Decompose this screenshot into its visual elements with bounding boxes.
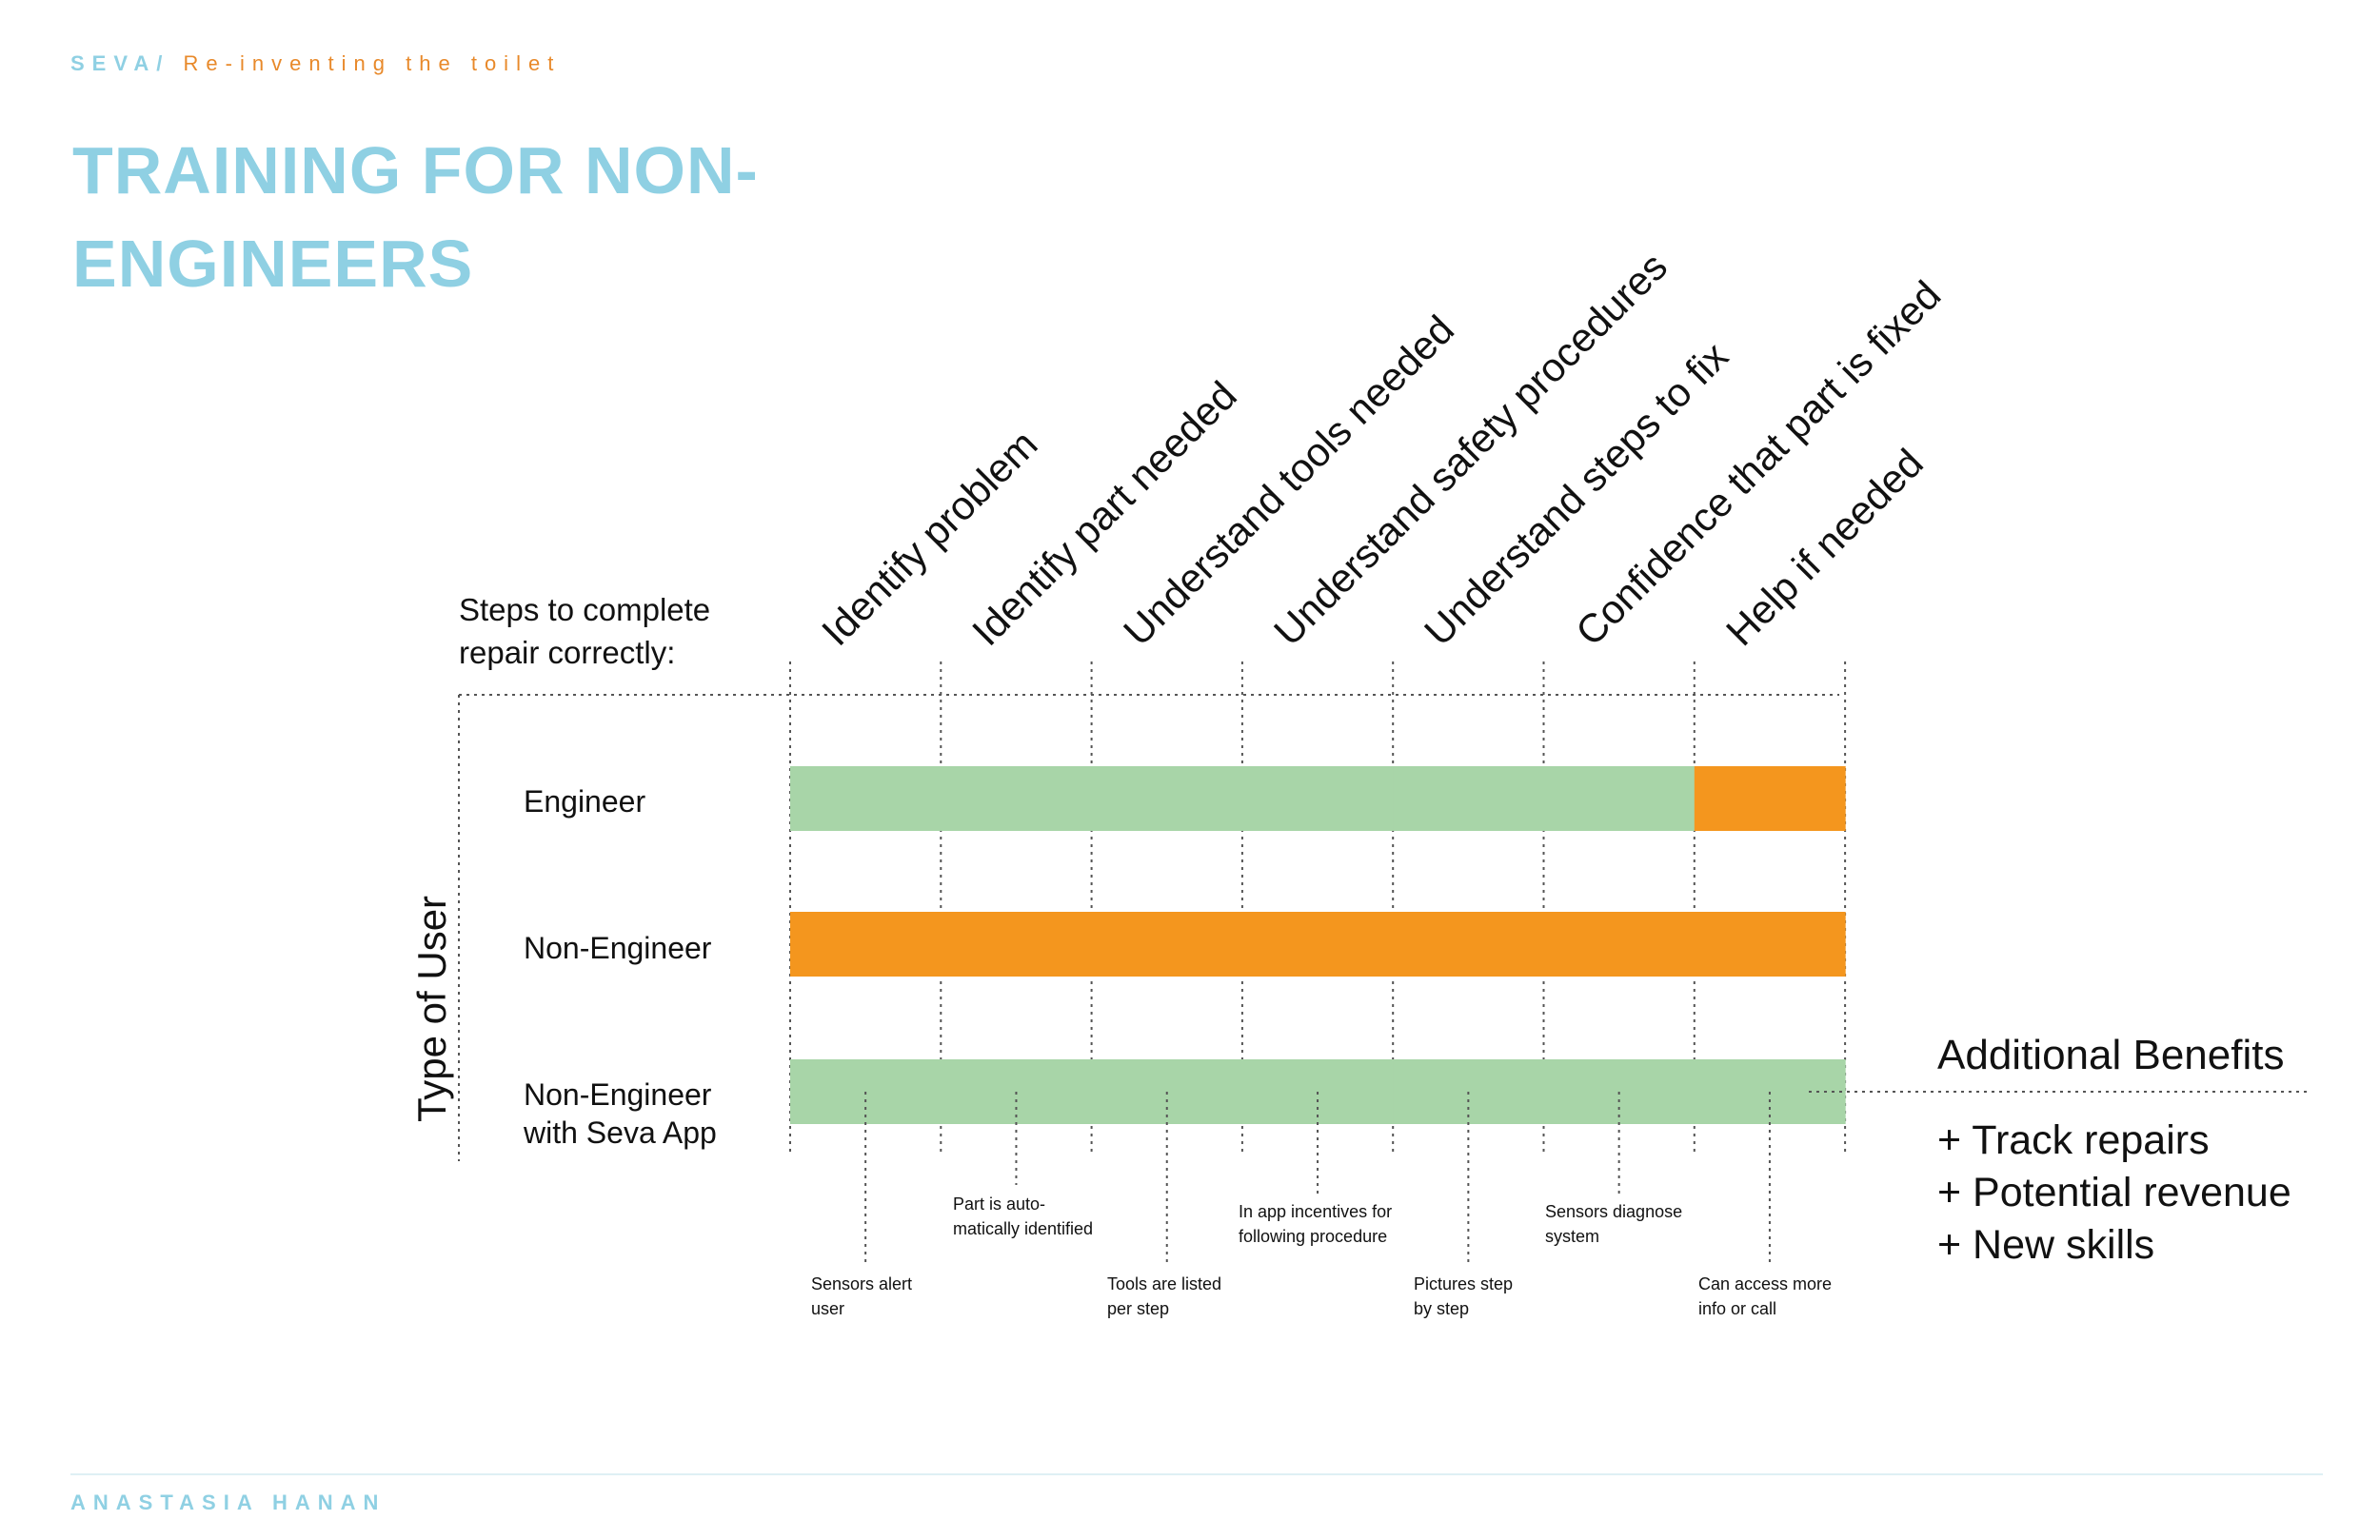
annotation-5: Pictures step by step [1414,1272,1633,1321]
annotation-line: system [1545,1224,1764,1249]
annotation-line: per step [1107,1296,1326,1321]
row-label-engineer: Engineer [524,782,645,820]
annotation-line: Sensors diagnose [1545,1199,1764,1224]
row-label-line: with Seva App [524,1114,717,1152]
bar-cell-row2-step4 [1242,912,1394,977]
row-label-line: Non-Engineer [524,929,711,967]
annotation-2: Part is auto- matically identified [953,1192,1172,1241]
benefit-item: + Potential revenue [1937,1170,2291,1216]
bars [790,766,1846,1124]
bar-cell-row2-step3 [1092,912,1243,977]
bar-cell-row1-step1 [790,766,942,831]
annotation-4: In app incentives for following procedur… [1239,1199,1458,1249]
bar-cell-row1-step3 [1092,766,1243,831]
annotation-line: Sensors alert [811,1272,1030,1296]
benefit-item: + Track repairs [1937,1117,2210,1164]
bar-cell-row1-step7 [1695,766,1846,831]
author-name: ANASTASIA HANAN [70,1491,386,1515]
annotation-line: user [811,1296,1030,1321]
annotation-1: Sensors alert user [811,1272,1030,1321]
annotation-line: Part is auto- [953,1192,1172,1216]
bar-cell-row1-step6 [1544,766,1696,831]
bar-cell-row2-step7 [1695,912,1846,977]
annotation-line: In app incentives for [1239,1199,1458,1224]
bar-cell-row2-step1 [790,912,942,977]
row-label-line: Non-Engineer [524,1076,717,1114]
row-label-line: Engineer [524,782,645,820]
benefits-heading: Additional Benefits [1937,1032,2284,1079]
bar-cell-row1-step4 [1242,766,1394,831]
annotation-line: info or call [1698,1296,1917,1321]
annotation-line: Tools are listed [1107,1272,1326,1296]
annotation-line: by step [1414,1296,1633,1321]
bar-cell-row1-step5 [1393,766,1544,831]
bar-cell-row2-step2 [941,912,1092,977]
annotation-line: matically identified [953,1216,1172,1241]
annotation-line: following procedure [1239,1224,1458,1249]
annotation-7: Can access more info or call [1698,1272,1917,1321]
annotation-line: Pictures step [1414,1272,1633,1296]
benefit-item: + New skills [1937,1222,2154,1269]
bar-cell-row2-step6 [1544,912,1696,977]
annotation-6: Sensors diagnose system [1545,1199,1764,1249]
annotation-3: Tools are listed per step [1107,1272,1326,1321]
footer-divider [70,1473,2323,1475]
row-label-non-engineer: Non-Engineer [524,929,711,967]
bar-cell-row2-step5 [1393,912,1544,977]
row-label-non-engineer-seva: Non-Engineer with Seva App [524,1076,717,1152]
bar-cell-row1-step2 [941,766,1092,831]
annotation-line: Can access more [1698,1272,1917,1296]
